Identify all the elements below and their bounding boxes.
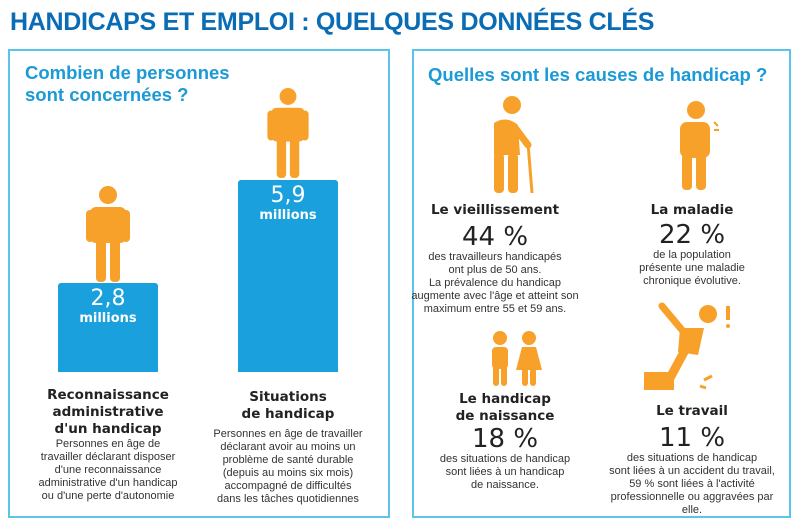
desc-line: des situations de handicap [626,452,758,464]
work-accident-icon [644,302,730,390]
desc-line: ou d'une perte d'autonomie [41,490,175,502]
bar-value: 2,8 [90,286,126,311]
recognized-label: Reconnaissance administrative d'un handi… [28,387,188,438]
left-heading: Combien de personnes sont concernées ? [25,62,230,106]
people-count-panel [8,49,390,518]
sick-person-icon [680,101,719,190]
label-line: Situations [249,389,327,405]
desc-line: accompagné de difficultés [224,480,352,492]
cause-birth-desc: des situations de handicap sont liées à … [425,453,585,492]
cause-illness-desc: de la population présente une maladie ch… [617,249,767,288]
desc-line: dans les tâches quotidiennes [217,493,359,505]
right-heading: Quelles sont les causes de handicap ? [428,64,768,85]
cause-work-desc: des situations de handicap sont liées à … [592,452,792,517]
page-title: HANDICAPS ET EMPLOI : QUELQUES DONNÉES C… [10,8,655,36]
bar-unit: millions [79,311,137,326]
desc-line: (depuis au moins six mois) [222,467,354,479]
desc-line: La prévalence du handicap [428,277,562,289]
cause-aging-desc: des travailleurs handicapés ont plus de … [405,251,585,316]
desc-line: d'une reconnaissance [54,464,162,476]
situations-label: Situations de handicap [208,389,368,423]
desc-line: de naissance. [471,479,539,491]
desc-line: Personnes en âge de travailler [213,428,363,440]
desc-line: sont liées à un accident du travail, [609,465,775,477]
desc-line: de la population [653,249,731,261]
cause-birth-label: Le handicap de naissance [445,391,565,425]
desc-line: 59 % sont liées à l'activité [629,478,755,490]
label-line: de naissance [455,408,555,424]
left-heading-line2: sont concernées ? [25,84,189,105]
cause-illness-label: La maladie [650,202,734,218]
desc-line: ont plus de 50 ans. [448,264,542,276]
desc-line: déclarant avoir au moins un [220,441,356,453]
desc-line: administrative d'un handicap [38,477,178,489]
causes-panel [412,49,791,518]
label-line: d'un handicap [54,421,162,437]
elderly-person-icon [494,96,534,194]
left-heading-line1: Combien de personnes [25,62,230,83]
desc-line: elle. [681,504,703,516]
desc-line: professionnelle ou aggravées par [610,491,774,503]
children-icon [492,331,542,386]
label-line: administrative [52,404,164,420]
bar-situations: 5,9 millions [238,180,338,372]
cause-birth-pct: 18 % [471,424,539,454]
cause-work-label: Le travail [656,403,728,419]
bar-recognized: 2,8 millions [58,283,158,372]
desc-line: chronique évolutive. [643,275,741,287]
label-line: Le handicap [459,391,551,407]
desc-line: présente une maladie [639,262,745,274]
desc-line: problème de santé durable [222,454,354,466]
desc-line: Personnes en âge de [55,438,161,450]
desc-line: travailler déclarant disposer [40,451,176,463]
situations-desc: Personnes en âge de travailler déclarant… [198,428,378,506]
recognized-desc: Personnes en âge de travailler déclarant… [18,438,198,503]
desc-line: augmente avec l'âge et atteint son [411,290,579,302]
person-icon [267,88,309,178]
desc-line: sont liées à un handicap [445,466,565,478]
desc-line: des travailleurs handicapés [428,251,562,263]
cause-aging-pct: 44 % [461,222,529,252]
cause-illness-pct: 22 % [658,220,726,250]
cause-aging-label: Le vieillissement [430,202,560,218]
label-line: de handicap [241,406,335,422]
cause-work-pct: 11 % [658,423,726,453]
desc-line: des situations de handicap [439,453,571,465]
person-icon [86,186,130,282]
bar-value: 5,9 [270,183,306,208]
label-line: Reconnaissance [47,387,169,403]
bar-unit: millions [259,208,317,223]
desc-line: maximum entre 55 et 59 ans. [423,303,567,315]
